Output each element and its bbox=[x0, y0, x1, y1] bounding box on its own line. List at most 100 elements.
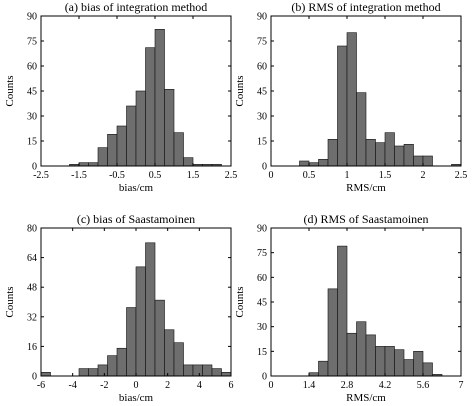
chart-d: (d) RMS of Saastamoinen 0 1.4 2.8 4.2 5.6 7 0 15… bbox=[234, 212, 464, 404]
chart-b-bar bbox=[365, 139, 376, 167]
chart-c-y-tick-label: 0 bbox=[32, 372, 37, 383]
chart-b-bar bbox=[327, 139, 338, 167]
chart-a-y-label: Counts bbox=[4, 75, 16, 106]
chart-a-x-tick-label: -0.5 bbox=[109, 170, 125, 181]
chart-b-bar bbox=[375, 142, 386, 167]
chart-b-bar bbox=[384, 132, 395, 167]
chart-b-y-tick-label: 15 bbox=[257, 137, 267, 148]
chart-d-x-tick-label: 7 bbox=[459, 380, 464, 391]
chart-c-y-tick-label: 64 bbox=[27, 253, 37, 264]
chart-c-bar bbox=[135, 266, 146, 377]
chart-c-y-tick-label: 16 bbox=[27, 342, 37, 353]
chart-b-x-tick-label: 1.5 bbox=[379, 170, 392, 181]
chart-d-y-tick-label: 45 bbox=[257, 298, 267, 309]
chart-a-x-tick-label: -1.5 bbox=[71, 170, 87, 181]
chart-d-title: (d) RMS of Saastamoinen bbox=[304, 212, 429, 226]
chart-a-y-tick-label: 0 bbox=[32, 162, 37, 173]
chart-a-x-tick-label: 0.5 bbox=[149, 170, 162, 181]
chart-c-y-label: Counts bbox=[4, 286, 16, 317]
chart-c-bar bbox=[173, 342, 184, 377]
chart-d-x-tick-label: 1.4 bbox=[303, 380, 316, 391]
chart-c-x-tick-label: -4 bbox=[68, 380, 76, 391]
chart-d-bar bbox=[403, 359, 414, 377]
chart-a-bar bbox=[116, 125, 127, 167]
chart-b-y-tick-label: 45 bbox=[257, 87, 267, 98]
chart-b-y-tick-label: 60 bbox=[257, 62, 267, 73]
chart-a-y-tick-label: 90 bbox=[27, 12, 37, 23]
chart-b-y-tick-label: 75 bbox=[257, 37, 267, 48]
chart-b-y-label: Counts bbox=[234, 75, 246, 106]
chart-d-bar bbox=[394, 349, 405, 377]
chart-b-x-tick-label: 2 bbox=[421, 170, 426, 181]
chart-c-bar bbox=[88, 368, 99, 377]
chart-c-title: (c) bias of Saastamoinen bbox=[77, 212, 195, 226]
chart-d-x-tick-label: 2.8 bbox=[341, 380, 354, 391]
chart-c-bar bbox=[202, 364, 213, 377]
chart-c-bar bbox=[145, 242, 156, 377]
chart-c-y-tick-label: 80 bbox=[27, 224, 37, 235]
chart-d-x-tick-label: 5.6 bbox=[417, 380, 430, 391]
chart-a: (a) bias of integration method -2.5 -1.5 -0… bbox=[4, 0, 237, 194]
chart-c-y-tick-label: 48 bbox=[27, 283, 37, 294]
chart-a-bar bbox=[183, 157, 194, 167]
chart-b-y-tick-label: 90 bbox=[257, 12, 267, 23]
chart-b-x-tick-label: 0.5 bbox=[303, 170, 316, 181]
chart-c-x-tick-label: 4 bbox=[197, 380, 202, 391]
chart-c-y-tick-label: 32 bbox=[27, 312, 37, 323]
chart-d-bar bbox=[356, 321, 367, 377]
chart-b-title: (b) RMS of integration method bbox=[291, 0, 440, 14]
chart-d-y-tick-label: 30 bbox=[257, 322, 267, 333]
chart-b-bar bbox=[422, 155, 433, 167]
chart-b-bar bbox=[299, 160, 310, 167]
chart-b-bar bbox=[356, 92, 367, 167]
chart-a-title: (a) bias of integration method bbox=[65, 0, 208, 14]
chart-d-y-tick-label: 60 bbox=[257, 273, 267, 284]
chart-d-bar bbox=[384, 346, 395, 377]
chart-d-bar bbox=[413, 351, 424, 377]
chart-b-x-tick-label: 0 bbox=[269, 170, 274, 181]
chart-c-x-tick-label: 0 bbox=[134, 380, 139, 391]
chart-a-bar bbox=[164, 89, 175, 167]
chart-a-bar bbox=[173, 132, 184, 167]
chart-d-bar bbox=[422, 362, 433, 377]
chart-d-y-tick-label: 90 bbox=[257, 224, 267, 235]
chart-c-bar bbox=[211, 368, 222, 377]
chart-c-bar bbox=[107, 355, 118, 377]
chart-c-bar bbox=[40, 371, 51, 377]
chart-a-x-tick-label: 2.5 bbox=[225, 170, 238, 181]
chart-c: (c) bias of Saastamoinen -6 -4 -2 0 2 4 6 0 16 32 4… bbox=[4, 212, 234, 404]
chart-d-bar bbox=[318, 360, 329, 377]
chart-a-x-label: bias/cm bbox=[119, 182, 154, 194]
chart-d-bar bbox=[365, 334, 376, 377]
chart-b-bar bbox=[318, 159, 329, 167]
chart-d-bar bbox=[375, 346, 386, 377]
chart-b-bar bbox=[394, 145, 405, 167]
chart-c-x-tick-label: -2 bbox=[100, 380, 108, 391]
chart-b-bar bbox=[413, 155, 424, 167]
chart-a-x-tick-label: 1.5 bbox=[187, 170, 200, 181]
chart-a-bar bbox=[107, 134, 118, 167]
chart-d-x-tick-label: 0 bbox=[269, 380, 274, 391]
chart-c-bar bbox=[78, 368, 89, 377]
chart-d-y-tick-label: 0 bbox=[262, 372, 267, 383]
chart-b: (b) RMS of integration method 0 0.5 1 1.5 2 2.… bbox=[234, 0, 467, 194]
chart-a-bar bbox=[135, 90, 146, 167]
chart-c-x-tick-label: -6 bbox=[37, 380, 45, 391]
chart-c-x-label: bias/cm bbox=[119, 392, 154, 404]
chart-b-x-tick-label: 2.5 bbox=[455, 170, 468, 181]
chart-c-bar bbox=[183, 364, 194, 377]
chart-c-bar bbox=[116, 347, 127, 377]
chart-c-bar bbox=[164, 329, 175, 377]
chart-a-bar bbox=[97, 147, 108, 167]
chart-a-bar bbox=[145, 47, 156, 167]
chart-a-bar bbox=[154, 29, 165, 167]
chart-a-y-tick-label: 30 bbox=[27, 112, 37, 123]
chart-a-x-tick-label: -2.5 bbox=[33, 170, 49, 181]
chart-a-y-tick-label: 60 bbox=[27, 62, 37, 73]
chart-c-bar bbox=[97, 364, 108, 377]
chart-b-bar bbox=[403, 144, 414, 167]
chart-d-x-label: RMS/cm bbox=[346, 392, 386, 404]
chart-a-bar bbox=[126, 105, 137, 167]
chart-a-y-tick-label: 45 bbox=[27, 87, 37, 98]
chart-c-x-tick-label: 6 bbox=[229, 380, 234, 391]
